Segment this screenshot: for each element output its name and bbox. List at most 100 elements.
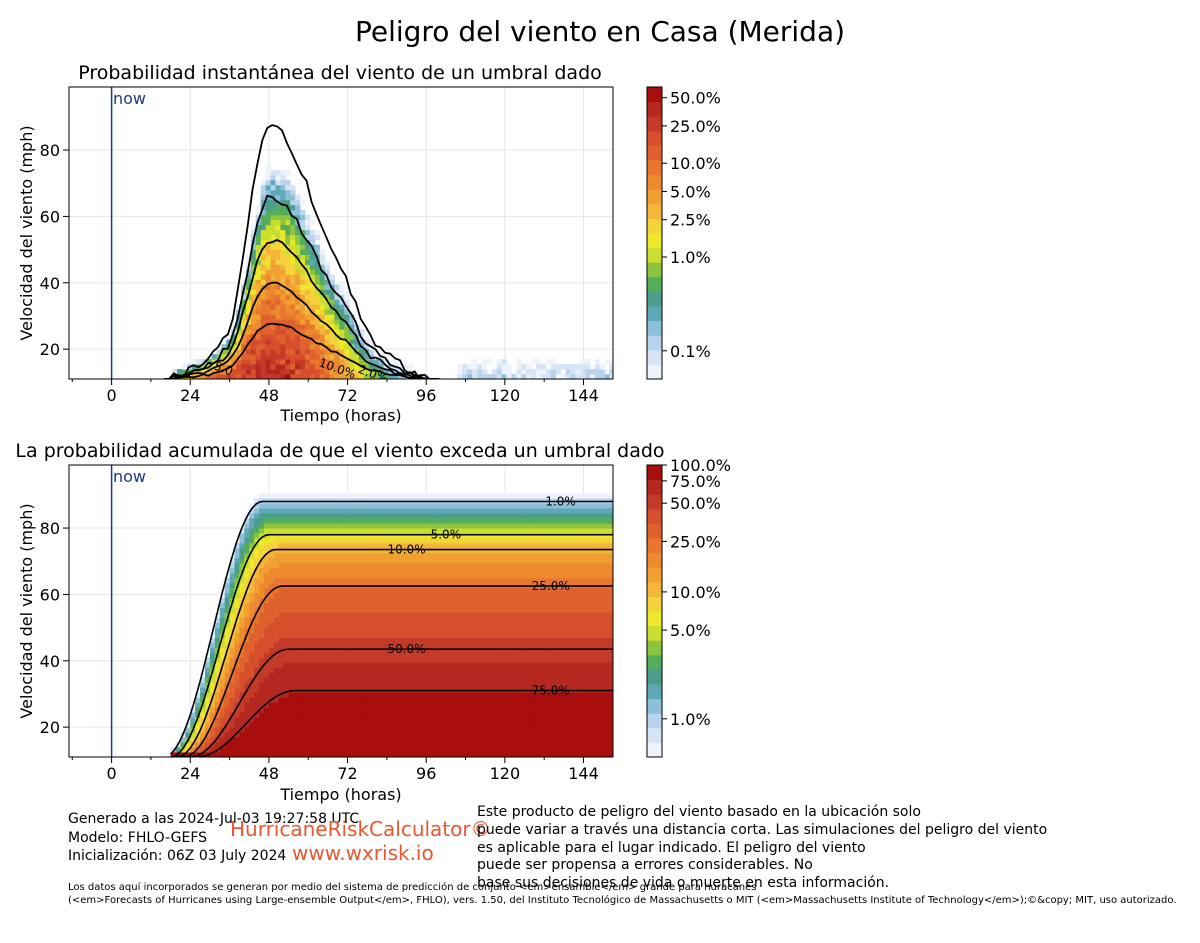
heatmap-cell [460,602,466,609]
heatmap-cell [347,493,353,499]
heatmap-cell [391,577,398,584]
heatmap-cell [504,752,511,757]
heatmap-cell [268,672,275,678]
heatmap-cell [255,299,262,305]
heatmap-cell [573,597,579,604]
heatmap-cell [386,567,393,574]
heatmap-cell [318,592,324,599]
heatmap-cell [411,612,417,619]
heatmap-cell [214,692,221,698]
heatmap-cell [234,597,240,604]
heatmap-cell [460,503,466,509]
heatmap-cell [344,294,350,300]
heatmap-cell [337,518,344,524]
heatmap-cell [367,747,373,753]
heatmap-cell [554,677,560,683]
heatmap-cell [406,597,412,604]
heatmap-cell [298,622,304,628]
heatmap-cell [334,329,340,335]
heatmap-cell [214,712,221,718]
heatmap-cell [221,364,227,370]
heatmap-cell [514,513,521,519]
heatmap-cell [519,597,525,604]
heatmap-cell [214,752,221,757]
heatmap-cell [519,542,525,549]
heatmap-cell [322,542,329,549]
heatmap-cell [455,652,462,658]
heatmap-cell [190,707,196,713]
heatmap-cell [450,607,457,614]
heatmap-cell [308,672,314,678]
heatmap-cell [411,557,417,564]
heatmap-cell [298,632,304,638]
heatmap-cell [426,747,432,753]
cumulative-panel-title: La probabilidad acumulada de que el vien… [15,440,664,462]
heatmap-cell [254,503,260,509]
heatmap-cell [322,612,329,619]
heatmap-cell [406,717,412,723]
heatmap-cell [490,752,496,757]
heatmap-cell [565,374,571,379]
heatmap-cell [273,518,280,524]
heatmap-cell [249,552,255,559]
heatmap-cell [273,552,280,559]
heatmap-cell [490,692,496,698]
heatmap-cell [313,567,319,574]
heatmap-cell [573,567,579,574]
heatmap-cell [475,562,481,569]
heatmap-cell [568,697,575,703]
heatmap-cell [485,707,491,713]
heatmap-cell [229,592,235,599]
heatmap-cell [367,602,373,609]
heatmap-cell [308,742,314,748]
heatmap-cell [573,542,579,549]
heatmap-cell [590,369,596,375]
heatmap-cell [396,557,403,564]
heatmap-cell [401,493,407,499]
heatmap-cell [534,518,540,524]
heatmap-cell [234,607,240,614]
x-tick-label: 24 [180,386,200,405]
heatmap-cell [539,597,545,604]
heatmap-cell [490,637,496,643]
heatmap-cell [504,692,511,698]
probability-contour [164,194,440,379]
heatmap-cell [249,597,255,604]
heatmap-cell [431,722,437,728]
heatmap-cell [440,727,447,733]
heatmap-cell [455,607,462,614]
heatmap-cell [273,587,280,594]
heatmap-cell [229,642,235,648]
heatmap-cell [304,294,311,300]
heatmap-cell [337,533,344,539]
heatmap-cell [460,592,466,599]
heatmap-cell [519,707,525,713]
heatmap-cell [342,747,348,753]
heatmap-cell [539,737,545,743]
heatmap-cell [568,508,575,514]
heatmap-cell [308,542,314,549]
heatmap-cell [303,557,309,564]
heatmap-cell [255,349,262,355]
heatmap-cell [290,369,296,375]
heatmap-cell [268,647,275,653]
x-tick-label: 72 [337,386,357,405]
heatmap-cell [239,742,245,748]
heatmap-cell [347,547,353,554]
heatmap-cell [263,687,270,693]
heatmap-cell [534,667,540,673]
heatmap-cell [554,637,560,643]
heatmap-cell [285,354,291,360]
heatmap-cell [431,508,437,514]
heatmap-cell [362,587,368,594]
heatmap-cell [529,567,535,574]
heatmap-cell [352,692,358,698]
heatmap-cell [254,622,260,628]
heatmap-cell [318,732,324,738]
heatmap-cell [265,229,271,236]
heatmap-cell [241,359,247,365]
heatmap-cell [480,597,486,604]
heatmap-cell [265,169,271,176]
heatmap-cell [554,523,560,529]
heatmap-cell [319,264,326,270]
